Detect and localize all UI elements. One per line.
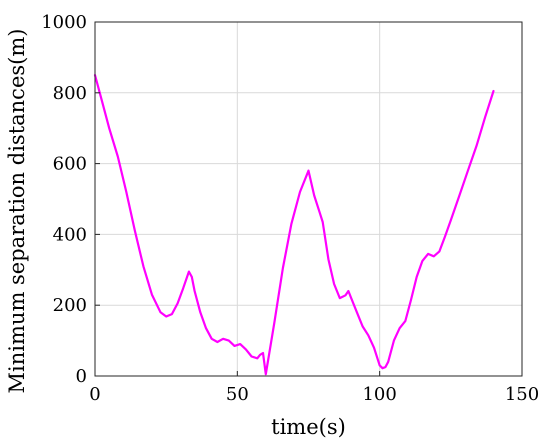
- y-tick-label: 600: [53, 154, 87, 175]
- y-axis-label: Minimum separation distances(m): [5, 29, 29, 394]
- x-axis-label: time(s): [271, 415, 346, 439]
- grid-lines: [95, 22, 522, 376]
- x-tick-label: 50: [226, 384, 249, 405]
- y-tick-label: 400: [53, 224, 87, 245]
- y-tick-label: 1000: [41, 12, 87, 33]
- series-layer: [93, 73, 495, 376]
- axis-ticks: 0 50 100 150 0 200 400 600 800 1000: [41, 12, 539, 405]
- y-tick-label: 0: [76, 366, 87, 387]
- x-tick-label: 150: [505, 384, 539, 405]
- plot-frame: [94, 21, 523, 377]
- y-tick-label: 800: [53, 83, 87, 104]
- x-tick-label: 100: [362, 384, 396, 405]
- series-line: [93, 73, 495, 376]
- y-tick-label: 200: [53, 295, 87, 316]
- x-tick-label: 0: [89, 384, 100, 405]
